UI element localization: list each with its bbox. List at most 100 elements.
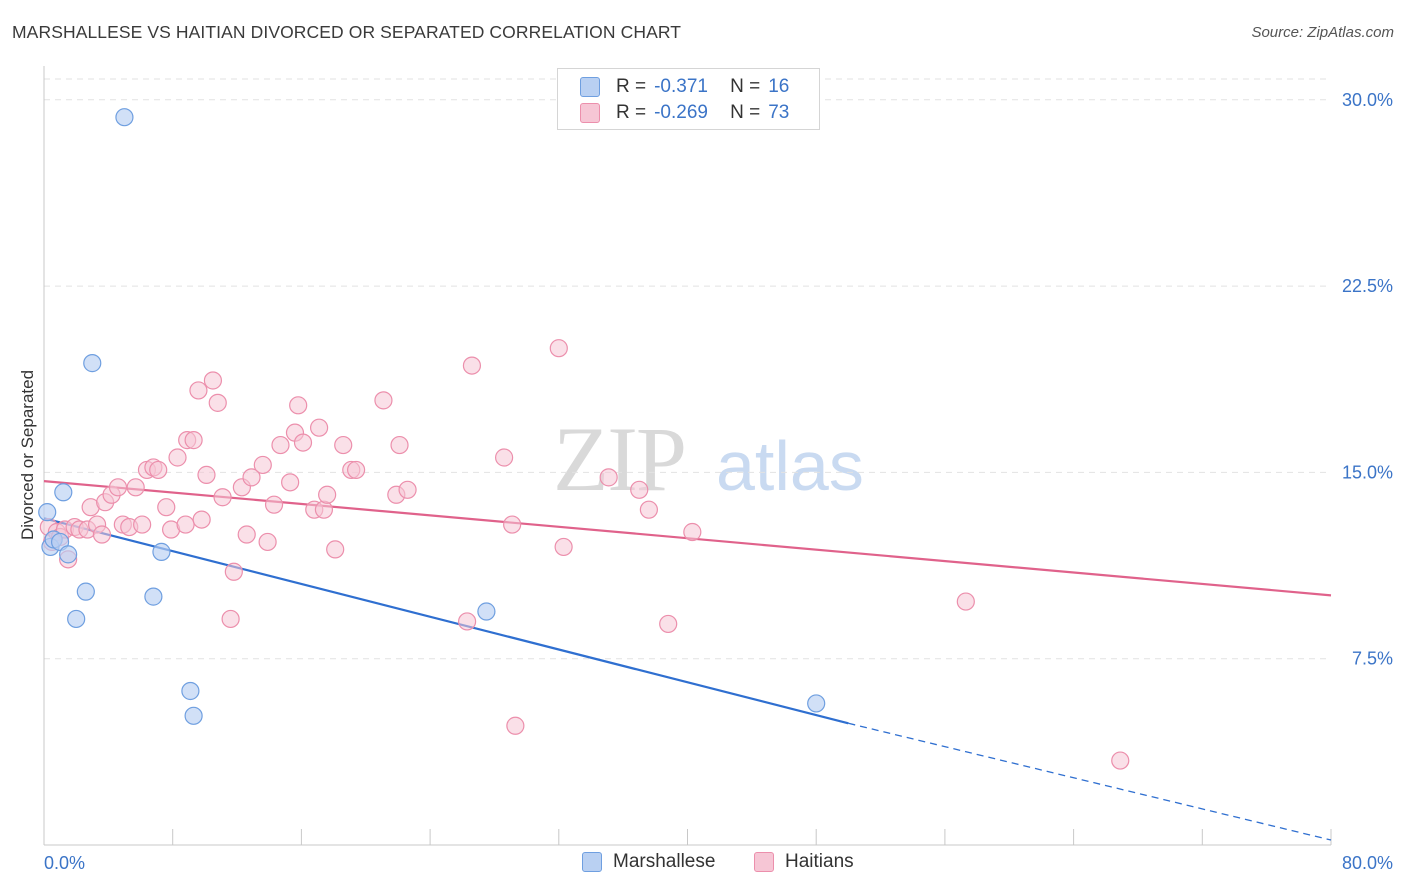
- x-tick-label-min: 0.0%: [44, 853, 85, 873]
- legend-item-haitians: Haitians: [754, 851, 854, 873]
- legend-label-marshallese: Marshallese: [613, 851, 716, 872]
- haitians-point: [630, 480, 649, 499]
- haitians-point: [293, 433, 313, 452]
- haitians-point: [221, 609, 240, 629]
- marshallese-swatch: [580, 77, 600, 97]
- r-value: -0.371: [654, 76, 708, 97]
- n-label: N =: [730, 76, 761, 97]
- haitians-point: [398, 480, 417, 499]
- chart-title: MARSHALLESE VS HAITIAN DIVORCED OR SEPAR…: [12, 22, 682, 42]
- haitians-point: [956, 592, 975, 611]
- axes: [43, 66, 1332, 846]
- haitians-point: [281, 473, 300, 492]
- marshallese-trend-extension: [848, 722, 1332, 841]
- haitians-point: [599, 468, 618, 487]
- haitians-point: [462, 356, 482, 375]
- haitians-point: [197, 465, 216, 484]
- haitians-point: [1111, 751, 1130, 770]
- legend-label-haitians: Haitians: [785, 851, 854, 872]
- marshallese-swatch: [582, 852, 602, 872]
- marshallese-point: [152, 542, 171, 561]
- haitians-point: [126, 478, 145, 497]
- y-tick-label: 15.0%: [1342, 462, 1393, 482]
- marshallese-point: [76, 582, 95, 601]
- n-value: 73: [768, 102, 790, 123]
- r-label: R =: [616, 102, 647, 123]
- haitians-point: [639, 500, 658, 519]
- haitians-point: [133, 515, 152, 534]
- haitians-point: [184, 431, 203, 450]
- haitians-point: [271, 435, 290, 455]
- haitians-point: [189, 381, 208, 400]
- stats-legend: R = -0.371 N = 16 R = -0.269 N = 73: [557, 68, 820, 130]
- haitians-point: [309, 418, 329, 437]
- haitians-point: [92, 525, 112, 544]
- haitians-point: [346, 460, 366, 480]
- haitians-point: [253, 455, 272, 475]
- svg-text:ZIP: ZIP: [553, 408, 685, 510]
- haitians-swatch: [754, 852, 774, 872]
- haitians-point: [264, 495, 284, 514]
- marshallese-point: [184, 706, 203, 725]
- y-tick-label: 30.0%: [1342, 90, 1393, 110]
- y-tick-label: 22.5%: [1342, 276, 1393, 296]
- y-axis-label: Divorced or Separated: [18, 370, 37, 540]
- watermark: ZIP atlas: [553, 408, 864, 510]
- haitians-point: [157, 498, 176, 517]
- legend-row-haitians: R = -0.269 N = 73: [580, 101, 789, 125]
- haitians-point: [176, 515, 195, 534]
- haitians-point: [495, 448, 514, 467]
- haitians-point: [242, 468, 261, 487]
- haitians-point: [224, 562, 243, 581]
- haitians-point: [314, 500, 334, 519]
- n-value: 16: [768, 76, 790, 97]
- haitians-point: [318, 485, 337, 504]
- haitians-point: [108, 478, 128, 497]
- haitians-point: [168, 448, 187, 467]
- marshallese-point: [115, 108, 134, 127]
- marshallese-point: [59, 545, 78, 564]
- haitians-point: [326, 540, 345, 559]
- marshallese-point: [144, 587, 163, 606]
- legend-row-marshallese: R = -0.371 N = 16: [580, 75, 789, 99]
- haitians-point: [203, 371, 223, 390]
- haitians-point: [506, 716, 525, 735]
- haitians-point: [289, 396, 308, 415]
- marshallese-point: [38, 503, 57, 522]
- r-value: -0.269: [654, 102, 708, 123]
- haitians-point: [503, 515, 522, 534]
- haitians-point: [258, 532, 277, 552]
- marshallese-point: [83, 354, 102, 373]
- haitians-point: [192, 510, 211, 529]
- haitians-swatch: [580, 103, 600, 123]
- data-points: [38, 108, 1130, 770]
- haitians-point: [149, 460, 168, 480]
- haitians-point: [390, 435, 409, 455]
- source-label: Source: ZipAtlas.com: [1251, 24, 1394, 41]
- haitians-point: [549, 339, 568, 358]
- haitians-point: [683, 522, 702, 542]
- haitians-point: [458, 612, 477, 631]
- svg-text:atlas: atlas: [716, 427, 864, 505]
- haitians-point: [334, 435, 353, 455]
- marshallese-point: [477, 602, 496, 621]
- haitians-point: [659, 614, 678, 634]
- haitians-point: [208, 393, 227, 412]
- series-legend: Marshallese Haitians: [0, 851, 1406, 877]
- n-label: N =: [730, 102, 761, 123]
- x-tick-label-max: 80.0%: [1342, 853, 1393, 873]
- r-label: R =: [616, 76, 647, 97]
- marshallese-point: [67, 609, 86, 629]
- tick-labels: 7.5% 15.0% 22.5% 30.0% 0.0% 80.0%: [44, 90, 1393, 873]
- haitians-point: [554, 537, 573, 557]
- marshallese-trend-line: [43, 517, 849, 725]
- haitians-point: [374, 391, 393, 410]
- haitians-point: [213, 488, 232, 507]
- marshallese-point: [181, 681, 200, 701]
- haitians-point: [237, 525, 256, 544]
- marshallese-point: [807, 694, 826, 713]
- legend-item-marshallese: Marshallese: [582, 851, 715, 873]
- y-tick-label: 7.5%: [1352, 649, 1393, 669]
- marshallese-point: [54, 483, 73, 502]
